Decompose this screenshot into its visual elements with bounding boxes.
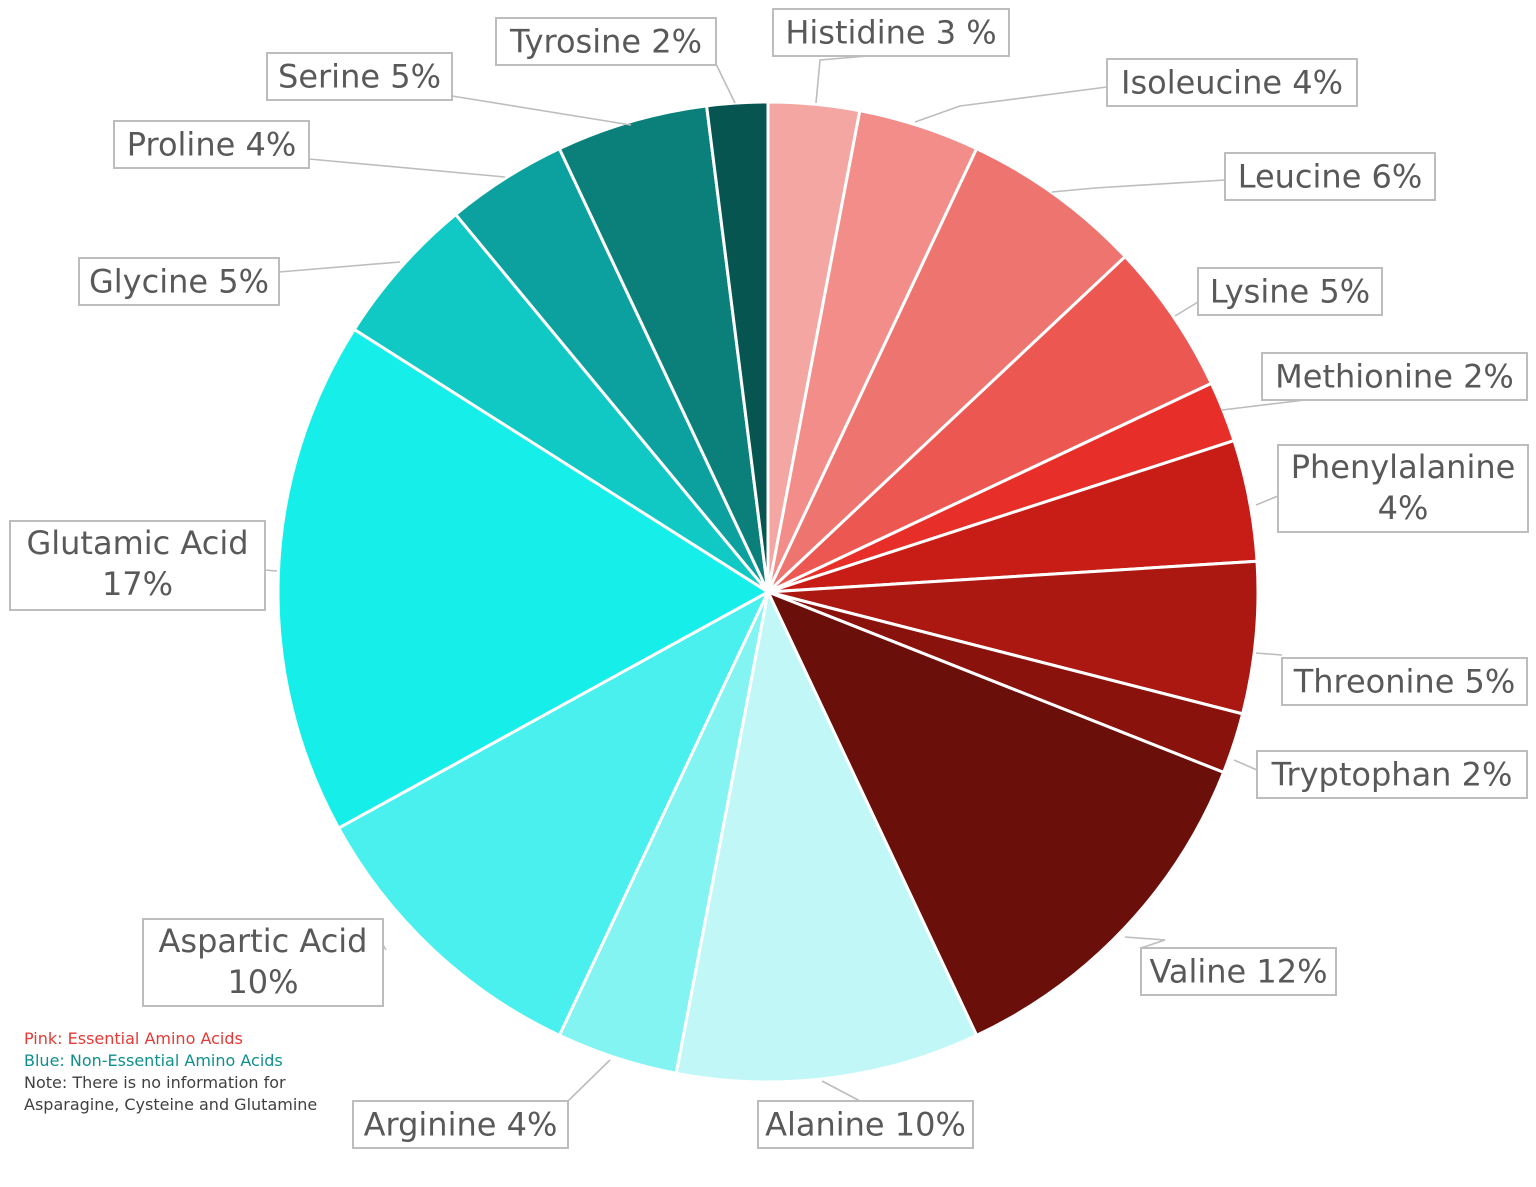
label-box-tyrosine <box>495 17 717 66</box>
label-glutamic: Glutamic Acid 17% <box>9 520 266 611</box>
label-box-histidine <box>772 8 1010 57</box>
label-text-proline: Proline 4% <box>127 126 296 164</box>
label-text-threonine: Threonine 5% <box>1293 663 1516 701</box>
label-valine: Valine 12% <box>1140 947 1337 996</box>
slice-serine <box>557 104 770 593</box>
label-phenylalanine: Phenylalanine 4% <box>1277 444 1529 533</box>
label-box-glutamic <box>9 520 266 611</box>
label-box-isoleucine <box>1106 58 1358 107</box>
label-text-glycine: Glycine 5% <box>89 263 269 301</box>
label-glycine: Glycine 5% <box>78 257 280 306</box>
note-missing-info: Note: There is no information for Aspara… <box>24 1073 318 1114</box>
label-box-arginine <box>352 1100 569 1149</box>
slice-glutamic <box>276 327 771 831</box>
label-box-valine <box>1140 947 1337 996</box>
label-arginine: Arginine 4% <box>352 1100 569 1149</box>
leader-line-methionine <box>1221 399 1306 411</box>
leader-line-alanine <box>821 1080 861 1102</box>
slice-labels: Histidine 3 % Isoleucine 4% Leucine 6% Lysi… <box>9 8 1529 1149</box>
leader-line-proline <box>308 158 506 178</box>
leader-lines <box>264 55 1306 1102</box>
label-text-lysine: Lysine 5% <box>1210 273 1370 311</box>
label-text-glutamic: Glutamic Acid 17% <box>26 524 248 603</box>
slice-valine <box>765 589 1226 1038</box>
label-alanine: Alanine 10% <box>757 1100 974 1149</box>
note-essential: Pink: Essential Amino Acids <box>24 1029 243 1048</box>
label-proline: Proline 4% <box>113 120 310 169</box>
leader-line-valine <box>1124 936 1166 949</box>
label-box-proline <box>113 120 310 169</box>
note-non-essential: Blue: Non-Essential Amino Acids <box>24 1051 283 1070</box>
label-box-methionine <box>1261 352 1528 401</box>
label-text-valine: Valine 12% <box>1149 953 1327 991</box>
label-box-alanine <box>757 1100 974 1149</box>
label-text-methionine: Methionine 2% <box>1275 358 1514 396</box>
label-isoleucine: Isoleucine 4% <box>1106 58 1358 107</box>
label-box-phenylalanine <box>1277 444 1529 533</box>
chart-notes: Pink: Essential Amino Acids Blue: Non-Es… <box>24 1028 324 1116</box>
leader-line-phenylalanine <box>1255 495 1279 506</box>
label-text-isoleucine: Isoleucine 4% <box>1121 64 1343 102</box>
label-text-arginine: Arginine 4% <box>364 1106 558 1144</box>
label-histidine: Histidine 3 % <box>772 8 1010 57</box>
label-aspartic: Aspartic Acid 10% <box>142 918 384 1007</box>
leader-line-threonine <box>1255 652 1283 656</box>
label-box-serine <box>266 52 453 101</box>
label-text-leucine: Leucine 6% <box>1238 158 1423 196</box>
leader-line-glutamic <box>264 569 278 572</box>
leader-line-leucine <box>1051 179 1226 193</box>
leader-line-tryptophan <box>1233 759 1258 771</box>
label-threonine: Threonine 5% <box>1281 657 1528 706</box>
slice-alanine <box>674 587 979 1084</box>
label-text-tyrosine: Tyrosine 2% <box>509 23 702 61</box>
slice-tyrosine <box>704 100 770 593</box>
label-box-leucine <box>1224 152 1436 201</box>
slice-aspartic <box>336 588 772 1038</box>
label-box-lysine <box>1197 267 1383 316</box>
label-methionine: Methionine 2% <box>1261 352 1528 401</box>
label-text-histidine: Histidine 3 % <box>785 14 996 52</box>
leader-line-arginine <box>567 1059 611 1102</box>
label-serine: Serine 5% <box>266 52 453 101</box>
leader-line-histidine <box>815 55 869 104</box>
leader-line-serine <box>451 95 632 126</box>
label-text-tryptophan: Tryptophan 2% <box>1271 756 1513 794</box>
slice-threonine <box>767 559 1260 716</box>
label-text-alanine: Alanine 10% <box>765 1106 966 1144</box>
label-text-serine: Serine 5% <box>278 58 441 96</box>
label-box-tryptophan <box>1256 750 1528 799</box>
slice-leucine <box>766 146 1128 594</box>
label-box-threonine <box>1281 657 1528 706</box>
leader-line-lysine <box>1174 301 1199 317</box>
label-text-aspartic: Aspartic Acid 10% <box>159 922 368 1001</box>
leader-line-glycine <box>278 261 401 273</box>
leader-line-isoleucine <box>914 86 1108 123</box>
label-text-phenylalanine: Phenylalanine 4% <box>1291 448 1516 527</box>
slice-lysine <box>766 254 1214 594</box>
slice-glycine <box>352 212 770 594</box>
leader-line-tyrosine <box>715 63 736 104</box>
label-box-glycine <box>78 257 280 306</box>
label-lysine: Lysine 5% <box>1197 267 1383 316</box>
label-leucine: Leucine 6% <box>1224 152 1436 201</box>
label-tyrosine: Tyrosine 2% <box>495 17 717 66</box>
label-box-aspartic <box>142 918 384 1007</box>
pie-slices <box>276 100 1260 1084</box>
label-tryptophan: Tryptophan 2% <box>1256 750 1528 799</box>
